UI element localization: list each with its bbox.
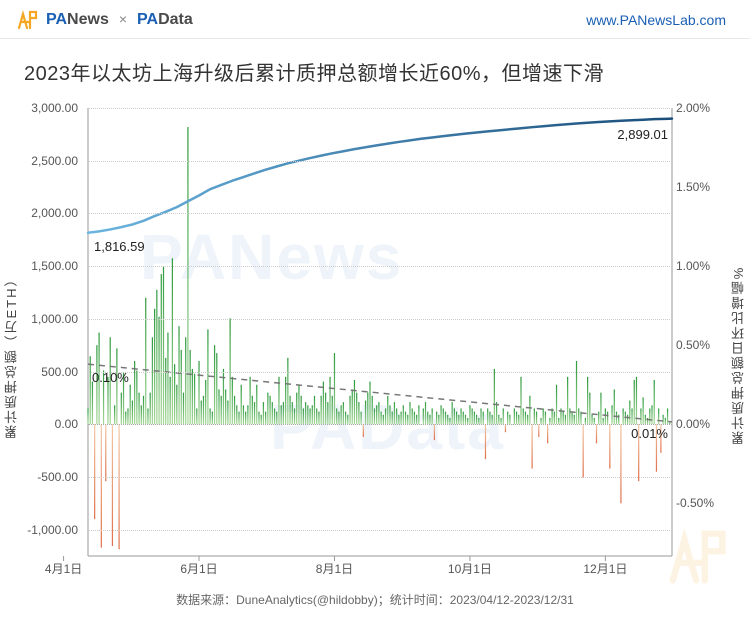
y-left-tick: 500.00 [14,365,84,379]
brand2-rest: Data [158,11,193,28]
y-left-tick: 2,500.00 [14,154,84,168]
y-left-tick: 1,500.00 [14,259,84,273]
x-tick: 8月1日 [316,560,353,577]
y-right-ticks: -0.50%0.00%0.50%1.00%1.50%2.00% [670,108,740,556]
brand1-p: PA [46,11,67,28]
y-left-tick: 3,000.00 [14,101,84,115]
brand1-rest: News [67,11,109,28]
y-right-tick: 0.00% [670,417,740,431]
chart-area: PANews PAData 累计质押总额（万ETH） 累计质押总额日环比增幅% … [10,100,740,610]
chart-annotation: 1,816.59 [94,239,145,254]
y-right-tick: 0.50% [670,338,740,352]
brand-block: PANews × PAData [16,8,193,32]
plot-svg [88,108,672,556]
footer-source: 数据来源：DuneAnalytics(@hildobby)；统计时间：2023/… [10,591,740,608]
chart-annotation: 2,899.01 [617,127,668,142]
header-bar: PANews × PAData www.PANewsLab.com [0,0,750,39]
chart-annotation: 0.10% [92,370,129,385]
x-tick: 4月1日 [45,560,82,577]
x-ticks: 4月1日6月1日8月1日10月1日12月1日 [88,560,672,580]
chart-annotation: 0.01% [631,426,668,441]
y-left-tick: 0.00 [14,417,84,431]
title-bar: 2023年以太坊上海升级后累计质押总额增长近60%，但增速下滑 [0,39,750,94]
y-left-tick: 2,000.00 [14,206,84,220]
corner-logo-icon [664,522,734,592]
x-tick: 12月1日 [583,560,627,577]
brand2-p: PA [137,11,158,28]
brand-url: www.PANewsLab.com [586,12,726,28]
y-left-tick: -500.00 [14,470,84,484]
brand-text: PANews × PAData [46,11,193,29]
plot-region: 1,816.59 2,899.01 0.10% 0.01% [88,108,672,556]
y-left-ticks: -1,000.00 -500.00 0.00 500.00 1,000.00 1,500.… [14,108,84,556]
x-tick: 10月1日 [448,560,492,577]
y-left-tick: -1,000.00 [14,523,84,537]
y-left-tick: 1,000.00 [14,312,84,326]
x-tick: 6月1日 [180,560,217,577]
panews-logo-icon [16,8,40,32]
chart-title: 2023年以太坊上海升级后累计质押总额增长近60%，但增速下滑 [24,57,726,86]
y-right-tick: 1.00% [670,259,740,273]
y-right-tick: -0.50% [670,496,740,510]
brand-separator: × [119,11,127,27]
y-right-tick: 2.00% [670,101,740,115]
y-right-tick: 1.50% [670,180,740,194]
